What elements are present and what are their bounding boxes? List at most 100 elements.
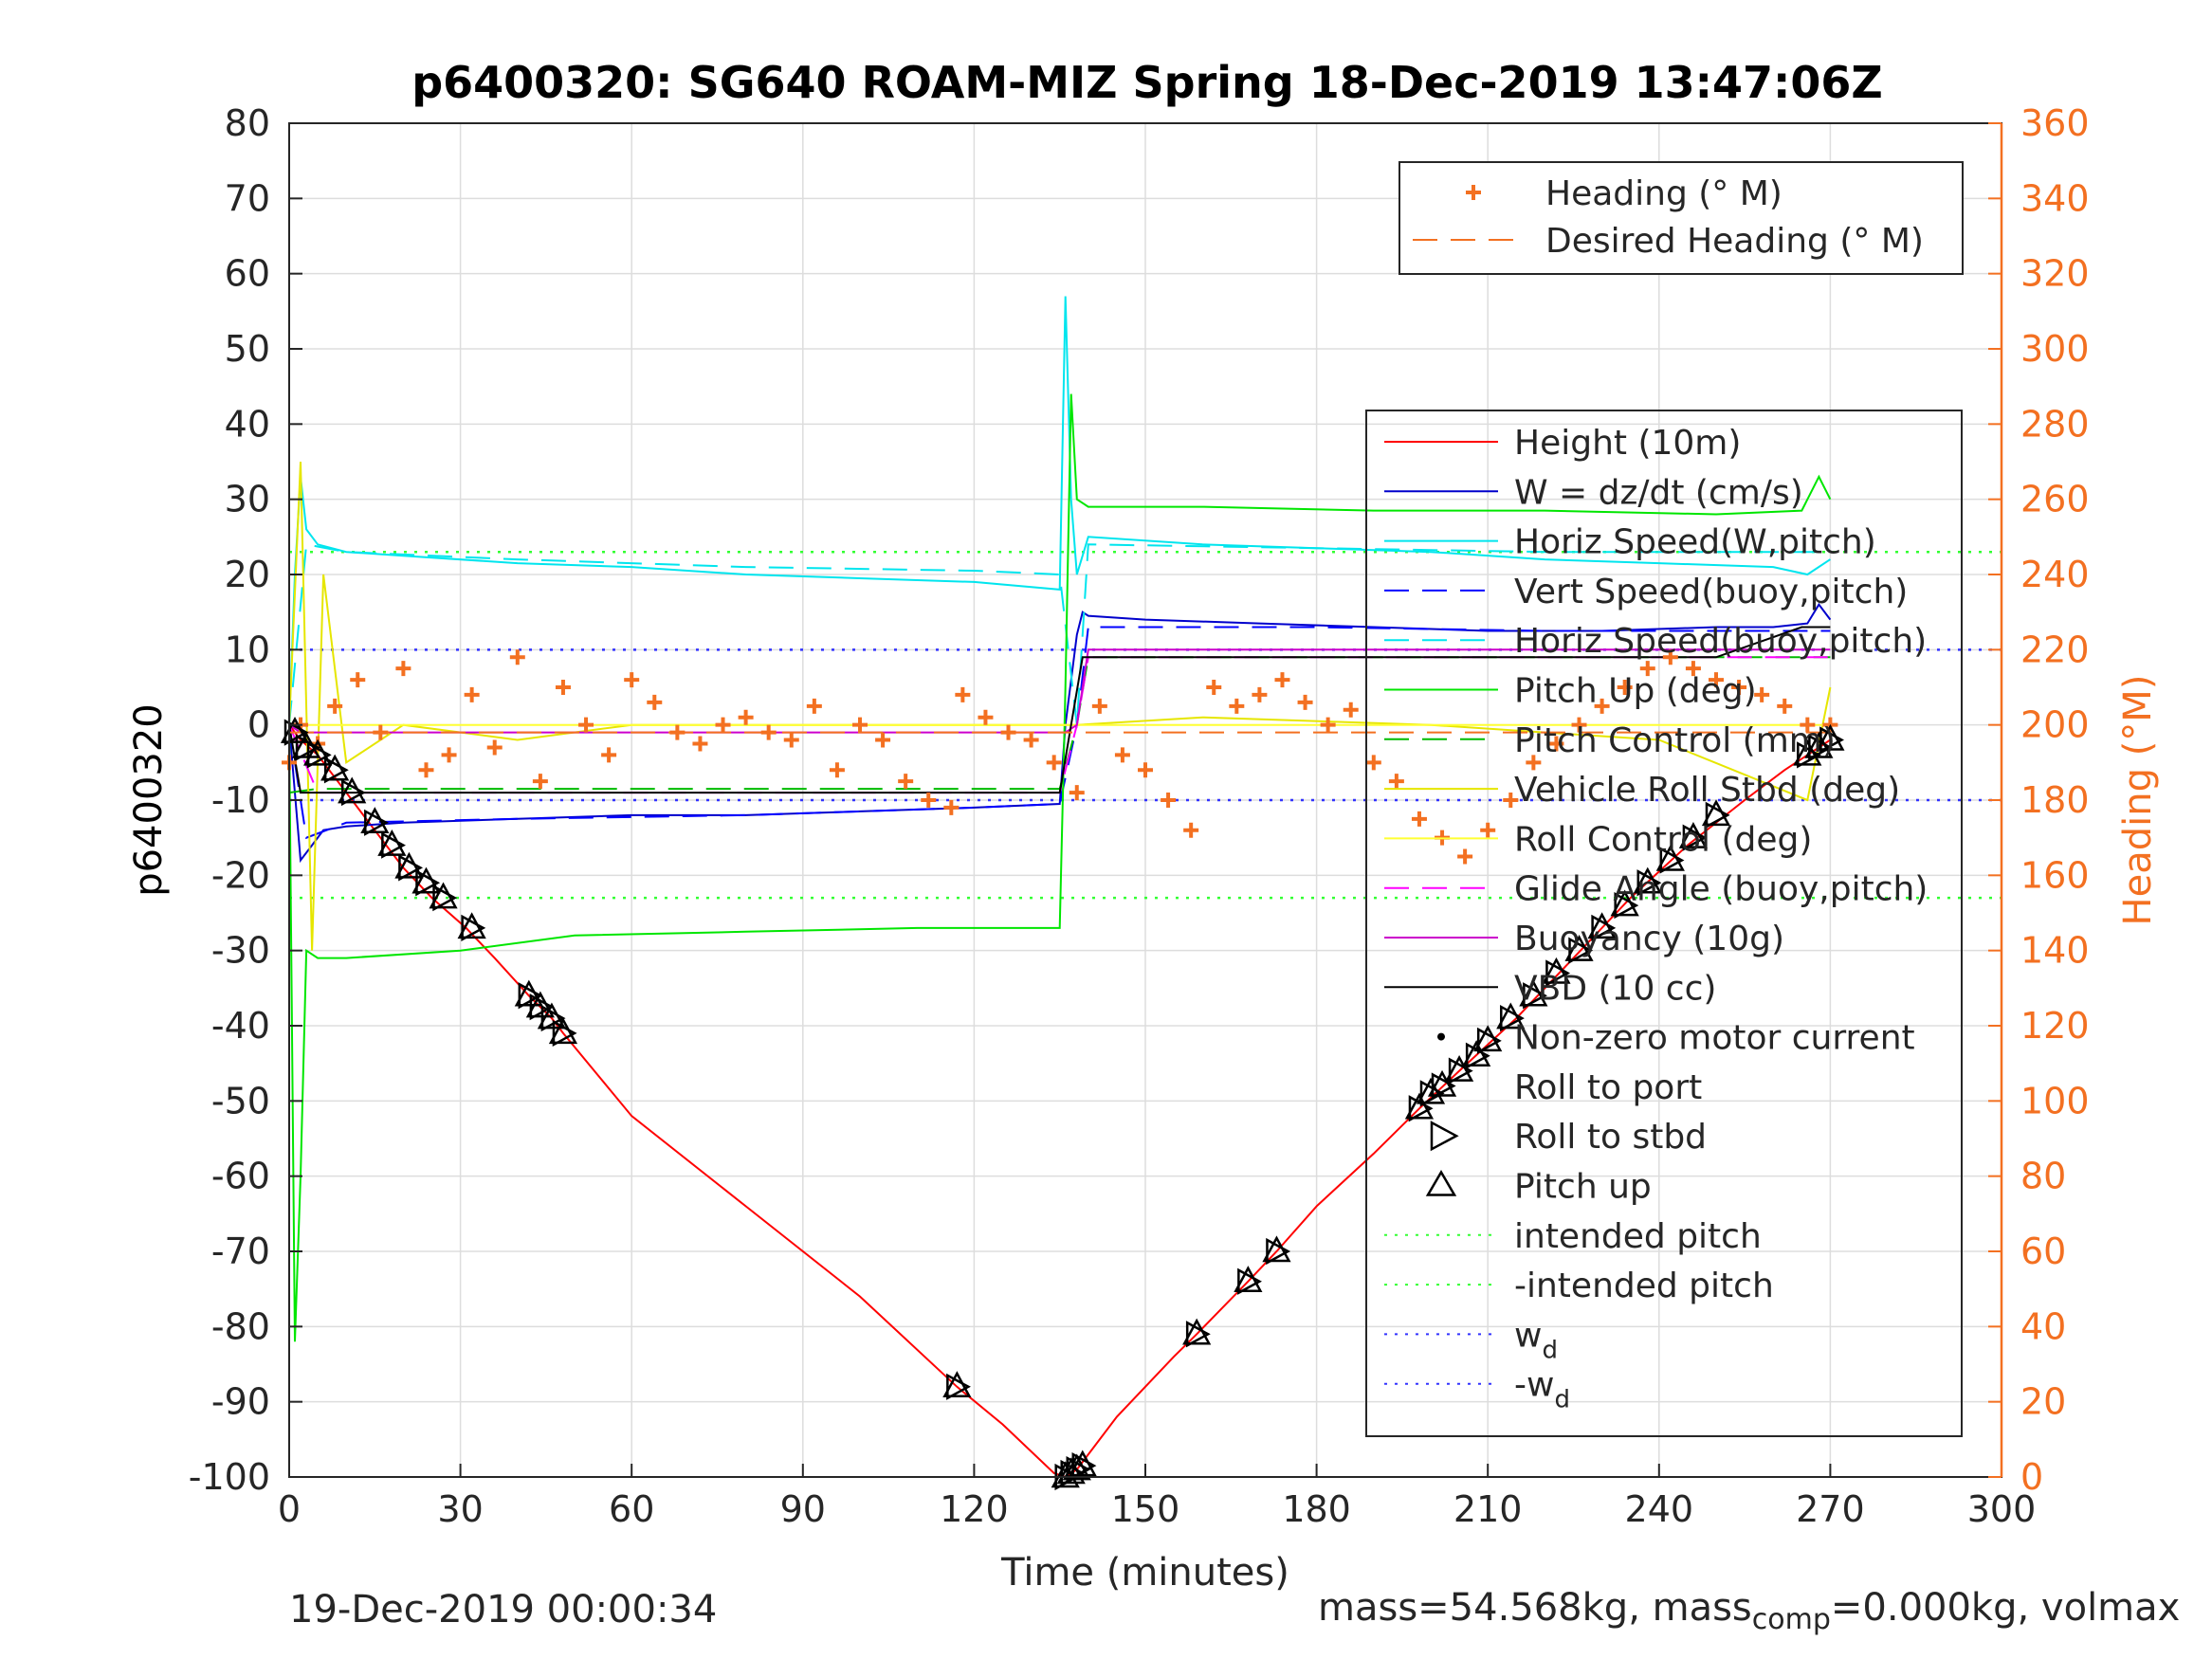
series-line [288,393,1832,1342]
heading-point [1639,661,1655,677]
mass-suffix: =0.000kg, volmax [1830,1586,2181,1630]
legend-label: Desired Heading (° M) [1545,222,1924,261]
roll-stbd-marker [1431,1072,1456,1100]
right-tick-label: 60 [2020,1231,2066,1272]
roll-stbd-marker [1266,1237,1291,1266]
x-tick-label: 120 [940,1488,1009,1530]
legend-label: VBD (10 cc) [1514,969,1716,1008]
x-tick-label: 270 [1796,1488,1865,1530]
legend-label: Height (10m) [1514,424,1741,463]
mass-subscript: comp [1751,1603,1831,1636]
x-tick-label: 180 [1282,1488,1351,1530]
heading-point [1388,774,1404,790]
right-tick-label: 40 [2020,1305,2066,1347]
heading-point [943,799,960,815]
y-tick-label: -40 [211,1005,270,1047]
roll-stbd-marker [1591,914,1617,941]
right-tick-label: 200 [2020,704,2090,746]
right-axis-ticks: 0 20 40 60 80 100 120 140 160 180 200 220 240 260 280 3… [1988,102,2090,1498]
right-tick-label: 20 [2020,1381,2066,1423]
heading-point [1183,822,1199,838]
legend-heading-swatch [1466,185,1481,200]
x-tick-label: 150 [1111,1488,1180,1530]
right-tick-label: 80 [2020,1156,2066,1197]
main-legend-box [1365,410,1963,1437]
right-tick-label: 180 [2020,779,2090,821]
heading-point [1480,822,1496,838]
series-line [288,543,1831,725]
heading-point [1274,672,1290,688]
heading-point [327,698,343,714]
legend-label: Glide Angle (buoy,pitch) [1514,870,1928,909]
y-axis-label: p6400320 [127,703,171,897]
y-tick-label: -90 [211,1381,270,1423]
legend-label: -intended pitch [1514,1267,1774,1305]
heading-point [1709,672,1724,688]
heading-point [555,680,571,695]
chart-title: p6400320: SG640 ROAM-MIZ Spring 18-Dec-2… [411,57,1883,108]
heading-point [1526,755,1542,771]
heading-legend-box [1398,161,1964,275]
x-tick-label: 0 [278,1488,301,1530]
x-axis-ticks: 0 30 60 90 120 150 180 210 240 270 300 [278,1464,2036,1530]
right-tick-label: 240 [2020,554,2090,595]
heading-point [1252,686,1268,702]
right-tick-label: 360 [2020,102,2090,144]
y-tick-label: -70 [211,1231,270,1272]
heading-point [1548,736,1564,752]
mass-prefix: mass=54.568kg, mass [1318,1586,1752,1630]
y-tick-label: 40 [225,403,270,445]
roll-stbd-marker [1071,1451,1097,1480]
heading-point [1662,649,1678,665]
y-tick-label: -50 [211,1080,270,1121]
roll-stbd-marker [432,884,458,912]
y-tick-label: 60 [225,253,270,295]
legend-label: Vehicle Roll Stbd (deg) [1514,771,1900,810]
heading-point [1457,848,1473,865]
heading-point [441,747,457,763]
roll-stbd-marker [1568,937,1594,964]
legend-label: -wd [1514,1366,1570,1414]
heading-point [1091,698,1107,714]
legend-label: Heading (° M) [1545,174,1782,213]
right-tick-label: 260 [2020,479,2090,520]
heading-point [1069,785,1085,801]
x-tick-label: 210 [1453,1488,1523,1530]
roll-stbd-marker [1448,1057,1473,1085]
legend-label: intended pitch [1514,1217,1762,1256]
y-tick-label: 20 [225,554,270,595]
heading-point [875,732,891,748]
x-tick-label: 30 [437,1488,483,1530]
heading-point [1343,702,1359,718]
right-tick-label: 340 [2020,177,2090,219]
legend-label: wd [1514,1316,1558,1364]
heading-point [486,739,503,756]
x-tick-label: 300 [1967,1488,2037,1530]
y-tick-label: 30 [225,479,270,520]
heading-point [647,694,663,710]
heading-point [418,762,434,778]
heading-point [532,774,548,790]
legend-label: Pitch Up (deg) [1514,672,1757,711]
roll-stbd-marker [1682,824,1708,851]
heading-point [1777,698,1793,714]
heading-point [1229,698,1245,714]
heading-point [852,717,868,733]
heading-point [692,736,708,752]
roll-stbd-marker [1659,847,1685,874]
roll-stbd-marker [946,1373,971,1400]
right-tick-label: 320 [2020,253,2090,295]
heading-point [1023,732,1039,748]
heading-point [1320,717,1336,733]
roll-stbd-marker [552,1019,577,1048]
heading-series [282,649,1838,865]
heading-point [806,698,822,714]
heading-point [1754,686,1770,702]
y-axis-ticks: -100-90-80-70-60-50-40-30-20-10010203040… [189,102,302,1498]
heading-point [760,724,777,740]
heading-point [1571,717,1587,733]
y-tick-label: 50 [225,328,270,370]
roll-stbd-marker [1636,869,1662,897]
heading-point [669,724,686,740]
legend-label: Horiz Speed(buoy,pitch) [1514,622,1927,661]
